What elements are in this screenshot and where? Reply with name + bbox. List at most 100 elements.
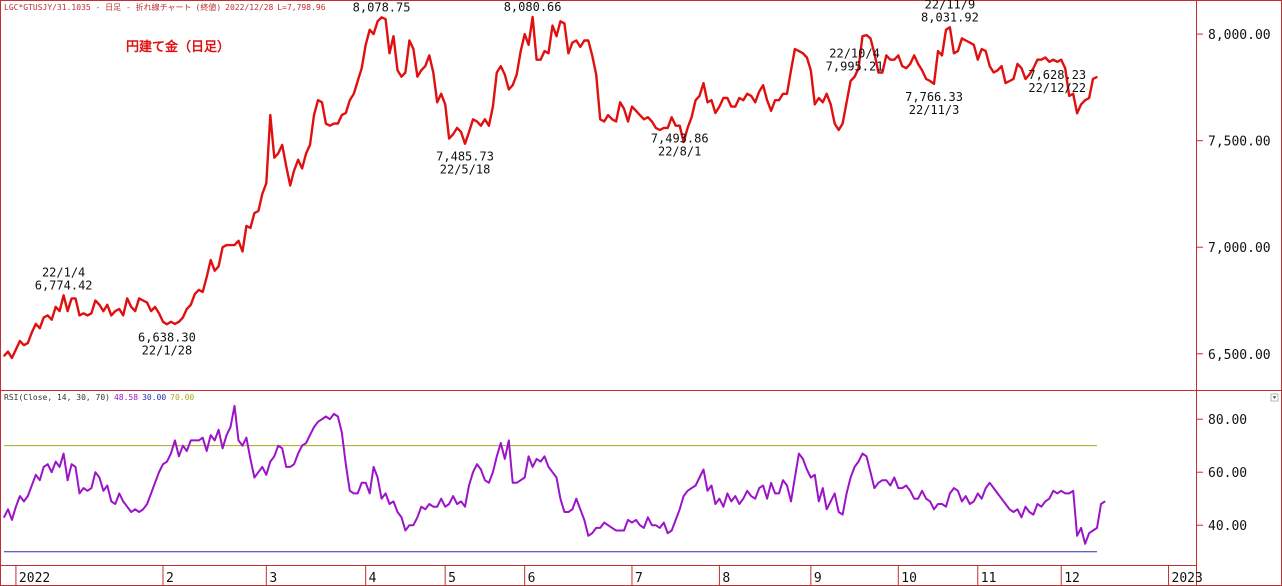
price-point — [19, 340, 21, 342]
price-point — [599, 118, 601, 121]
rsi-point — [472, 471, 474, 473]
price-point — [1008, 80, 1011, 82]
price-point — [420, 69, 423, 72]
price-point — [762, 84, 764, 86]
price-point — [476, 120, 478, 123]
annotation-label: 8,078.75 — [353, 0, 411, 14]
rsi-point — [424, 508, 426, 510]
price-point — [372, 33, 375, 35]
price-tick-label: 7,000.00 — [1208, 241, 1271, 256]
rsi-point — [62, 452, 65, 455]
price-point — [833, 122, 836, 125]
price-point — [456, 127, 458, 129]
rsi-point — [790, 500, 792, 503]
price-point — [742, 99, 745, 101]
rsi-point — [989, 482, 991, 484]
rsi-point — [11, 519, 13, 521]
rsi-point — [750, 495, 752, 497]
annotation-label: 8,031.92 — [921, 10, 979, 24]
price-point — [106, 304, 109, 306]
price-point — [941, 54, 943, 57]
price-point — [3, 355, 5, 357]
price-point — [46, 314, 49, 317]
price-point — [953, 52, 955, 55]
price-point — [31, 331, 33, 334]
rsi-point — [269, 460, 271, 463]
annotation-label: 22/8/1 — [658, 145, 701, 159]
rsi-point — [889, 484, 891, 487]
rsi-point — [416, 516, 419, 518]
rsi-point — [380, 498, 383, 500]
rsi-point — [762, 484, 764, 487]
rsi-point — [31, 484, 33, 487]
annotation-label: 22/4/19 — [356, 0, 407, 1]
price-point — [869, 37, 872, 40]
rsi-point — [444, 506, 446, 508]
price-point — [213, 269, 216, 272]
rsi-point — [841, 513, 844, 516]
annotation-label: 22/6/10 — [507, 0, 558, 1]
price-point — [674, 124, 677, 127]
price-point — [11, 357, 13, 359]
price-point — [1036, 58, 1039, 61]
rsi-point — [1004, 503, 1007, 505]
chart-title: 円建て金（日足） — [126, 39, 230, 55]
rsi-point — [70, 463, 73, 465]
rsi-point — [973, 500, 975, 503]
price-point — [754, 101, 756, 104]
rsi-point — [905, 484, 907, 487]
price-point — [380, 16, 383, 19]
rsi-point — [257, 471, 260, 473]
annotation-label: 6,774.42 — [35, 278, 93, 292]
rsi-legend: RSI(Close, 14, 30, 70) 48.58 30.00 70.00 — [4, 393, 194, 402]
rsi-point — [603, 521, 605, 524]
rsi-point — [329, 418, 331, 420]
rsi-point — [726, 492, 729, 495]
rsi-point — [619, 529, 621, 532]
rsi-point — [1000, 498, 1003, 500]
price-point — [368, 29, 371, 31]
rsi-point — [714, 503, 717, 505]
rsi-point — [289, 466, 291, 468]
price-point — [241, 250, 244, 253]
price-point — [845, 101, 848, 104]
rsi-point — [102, 490, 105, 492]
price-point — [416, 75, 419, 78]
rsi-point — [361, 482, 363, 484]
rsi-point — [865, 455, 868, 457]
rsi-point — [814, 474, 816, 476]
rsi-point — [679, 508, 681, 510]
rsi-point — [1104, 500, 1106, 503]
date-tick-label: 4 — [369, 571, 377, 586]
price-point — [464, 142, 466, 145]
rsi-point — [146, 503, 148, 505]
price-point — [615, 120, 617, 123]
rsi-point — [786, 484, 788, 487]
price-point — [297, 159, 299, 161]
rsi-point — [599, 527, 601, 529]
rsi-point — [810, 476, 812, 479]
rsi-point — [1084, 543, 1086, 545]
rsi-point — [993, 487, 995, 489]
price-point — [472, 118, 474, 121]
price-points — [3, 16, 1098, 359]
price-point — [313, 114, 315, 116]
rsi-tick-label: 40.00 — [1208, 519, 1247, 534]
rsi-point — [722, 506, 725, 508]
price-point — [273, 156, 276, 159]
price-point — [583, 39, 586, 42]
annotation-label: 7,628.23 — [1028, 68, 1086, 82]
rsi-point — [957, 490, 959, 492]
rsi-point — [233, 405, 236, 407]
rsi-point — [297, 452, 299, 455]
price-point — [158, 312, 160, 315]
rsi-point — [245, 437, 248, 439]
rsi-point — [210, 434, 212, 436]
chart-header: LGC*GTUSJY/31.1035 - 日足 - 折れ線チャート (終値) 202… — [4, 2, 326, 12]
price-point — [424, 65, 427, 67]
rsi-point — [531, 466, 534, 468]
price-point — [694, 99, 697, 101]
rsi-point — [376, 476, 379, 479]
price-point — [364, 44, 367, 46]
rsi-point — [337, 415, 339, 418]
